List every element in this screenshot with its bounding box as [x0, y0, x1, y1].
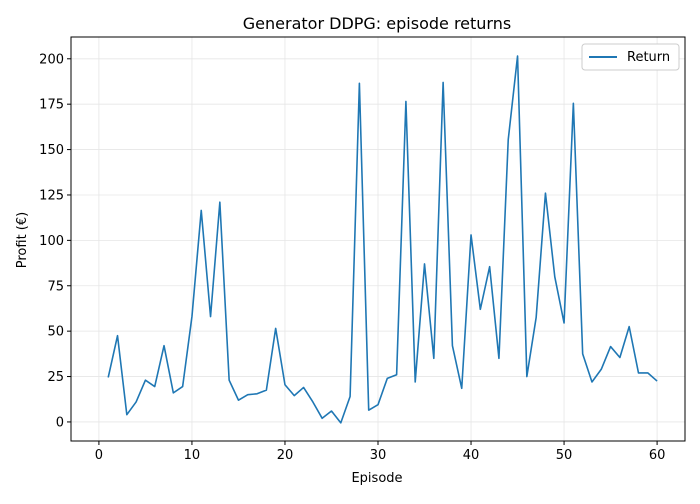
- y-tick-label: 50: [47, 325, 64, 340]
- x-tick-label: 50: [556, 448, 573, 463]
- chart-title: Generator DDPG: episode returns: [243, 14, 511, 33]
- y-tick-label: 25: [47, 370, 64, 385]
- y-tick-label: 125: [39, 188, 64, 203]
- x-tick-label: 20: [277, 448, 294, 463]
- x-axis-label: Episode: [351, 471, 402, 486]
- x-tick-label: 10: [184, 448, 201, 463]
- x-tick-label: 40: [463, 448, 480, 463]
- legend: Return: [582, 44, 679, 70]
- y-tick-label: 150: [39, 143, 64, 158]
- y-axis-label: Profit (€): [15, 212, 30, 268]
- y-tick-label: 175: [39, 98, 64, 113]
- x-tick-label: 30: [370, 448, 387, 463]
- x-tick-label: 0: [95, 448, 103, 463]
- legend-label: Return: [627, 50, 670, 65]
- y-tick-label: 0: [56, 415, 64, 430]
- y-tick-label: 100: [39, 234, 64, 249]
- y-tick-label: 200: [39, 52, 64, 67]
- x-tick-label: 60: [649, 448, 666, 463]
- y-tick-label: 75: [47, 279, 64, 294]
